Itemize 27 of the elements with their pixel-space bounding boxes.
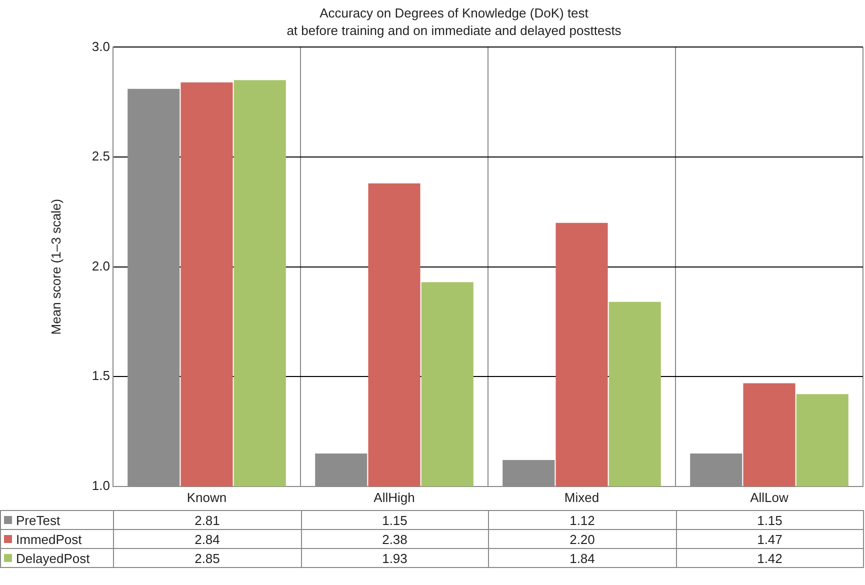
x-tick-label: Known — [186, 490, 227, 505]
y-tick-label: 1.5 — [92, 368, 110, 384]
data-label: 1.15 — [300, 510, 489, 530]
x-tick-label: Mixed — [564, 490, 600, 505]
y-tick-label: 3.0 — [92, 38, 110, 54]
data-label: 2.81 — [113, 510, 302, 530]
chart-subtitle: at before training and on immediate and delayed posttests — [286, 22, 622, 38]
y-tick-label: 2.5 — [92, 148, 110, 164]
x-tick-label: AllLow — [750, 490, 790, 505]
data-label: 1.42 — [676, 548, 864, 568]
data-label: 1.15 — [676, 510, 864, 530]
y-axis-title: Mean score (1–3 scale) — [48, 198, 64, 335]
x-tick-label: AllHigh — [374, 490, 415, 505]
data-label: 1.93 — [300, 548, 489, 568]
y-tick-label: 1.0 — [92, 478, 110, 493]
data-label: 1.84 — [488, 548, 676, 568]
data-label: 1.47 — [676, 529, 864, 549]
data-label: 1.12 — [488, 510, 676, 530]
legend-label: PreTest — [16, 512, 60, 528]
data-label: 2.85 — [113, 548, 302, 568]
y-tick-label: 2.0 — [92, 258, 110, 274]
data-label: 2.84 — [113, 529, 302, 549]
chart-title: Accuracy on Degrees of Knowledge (DoK) test — [320, 5, 589, 20]
data-label: 2.20 — [488, 529, 676, 549]
data-label: 2.38 — [300, 529, 489, 549]
legend-label: ImmedPost — [16, 532, 82, 546]
legend-label: DelayedPost — [16, 550, 90, 566]
